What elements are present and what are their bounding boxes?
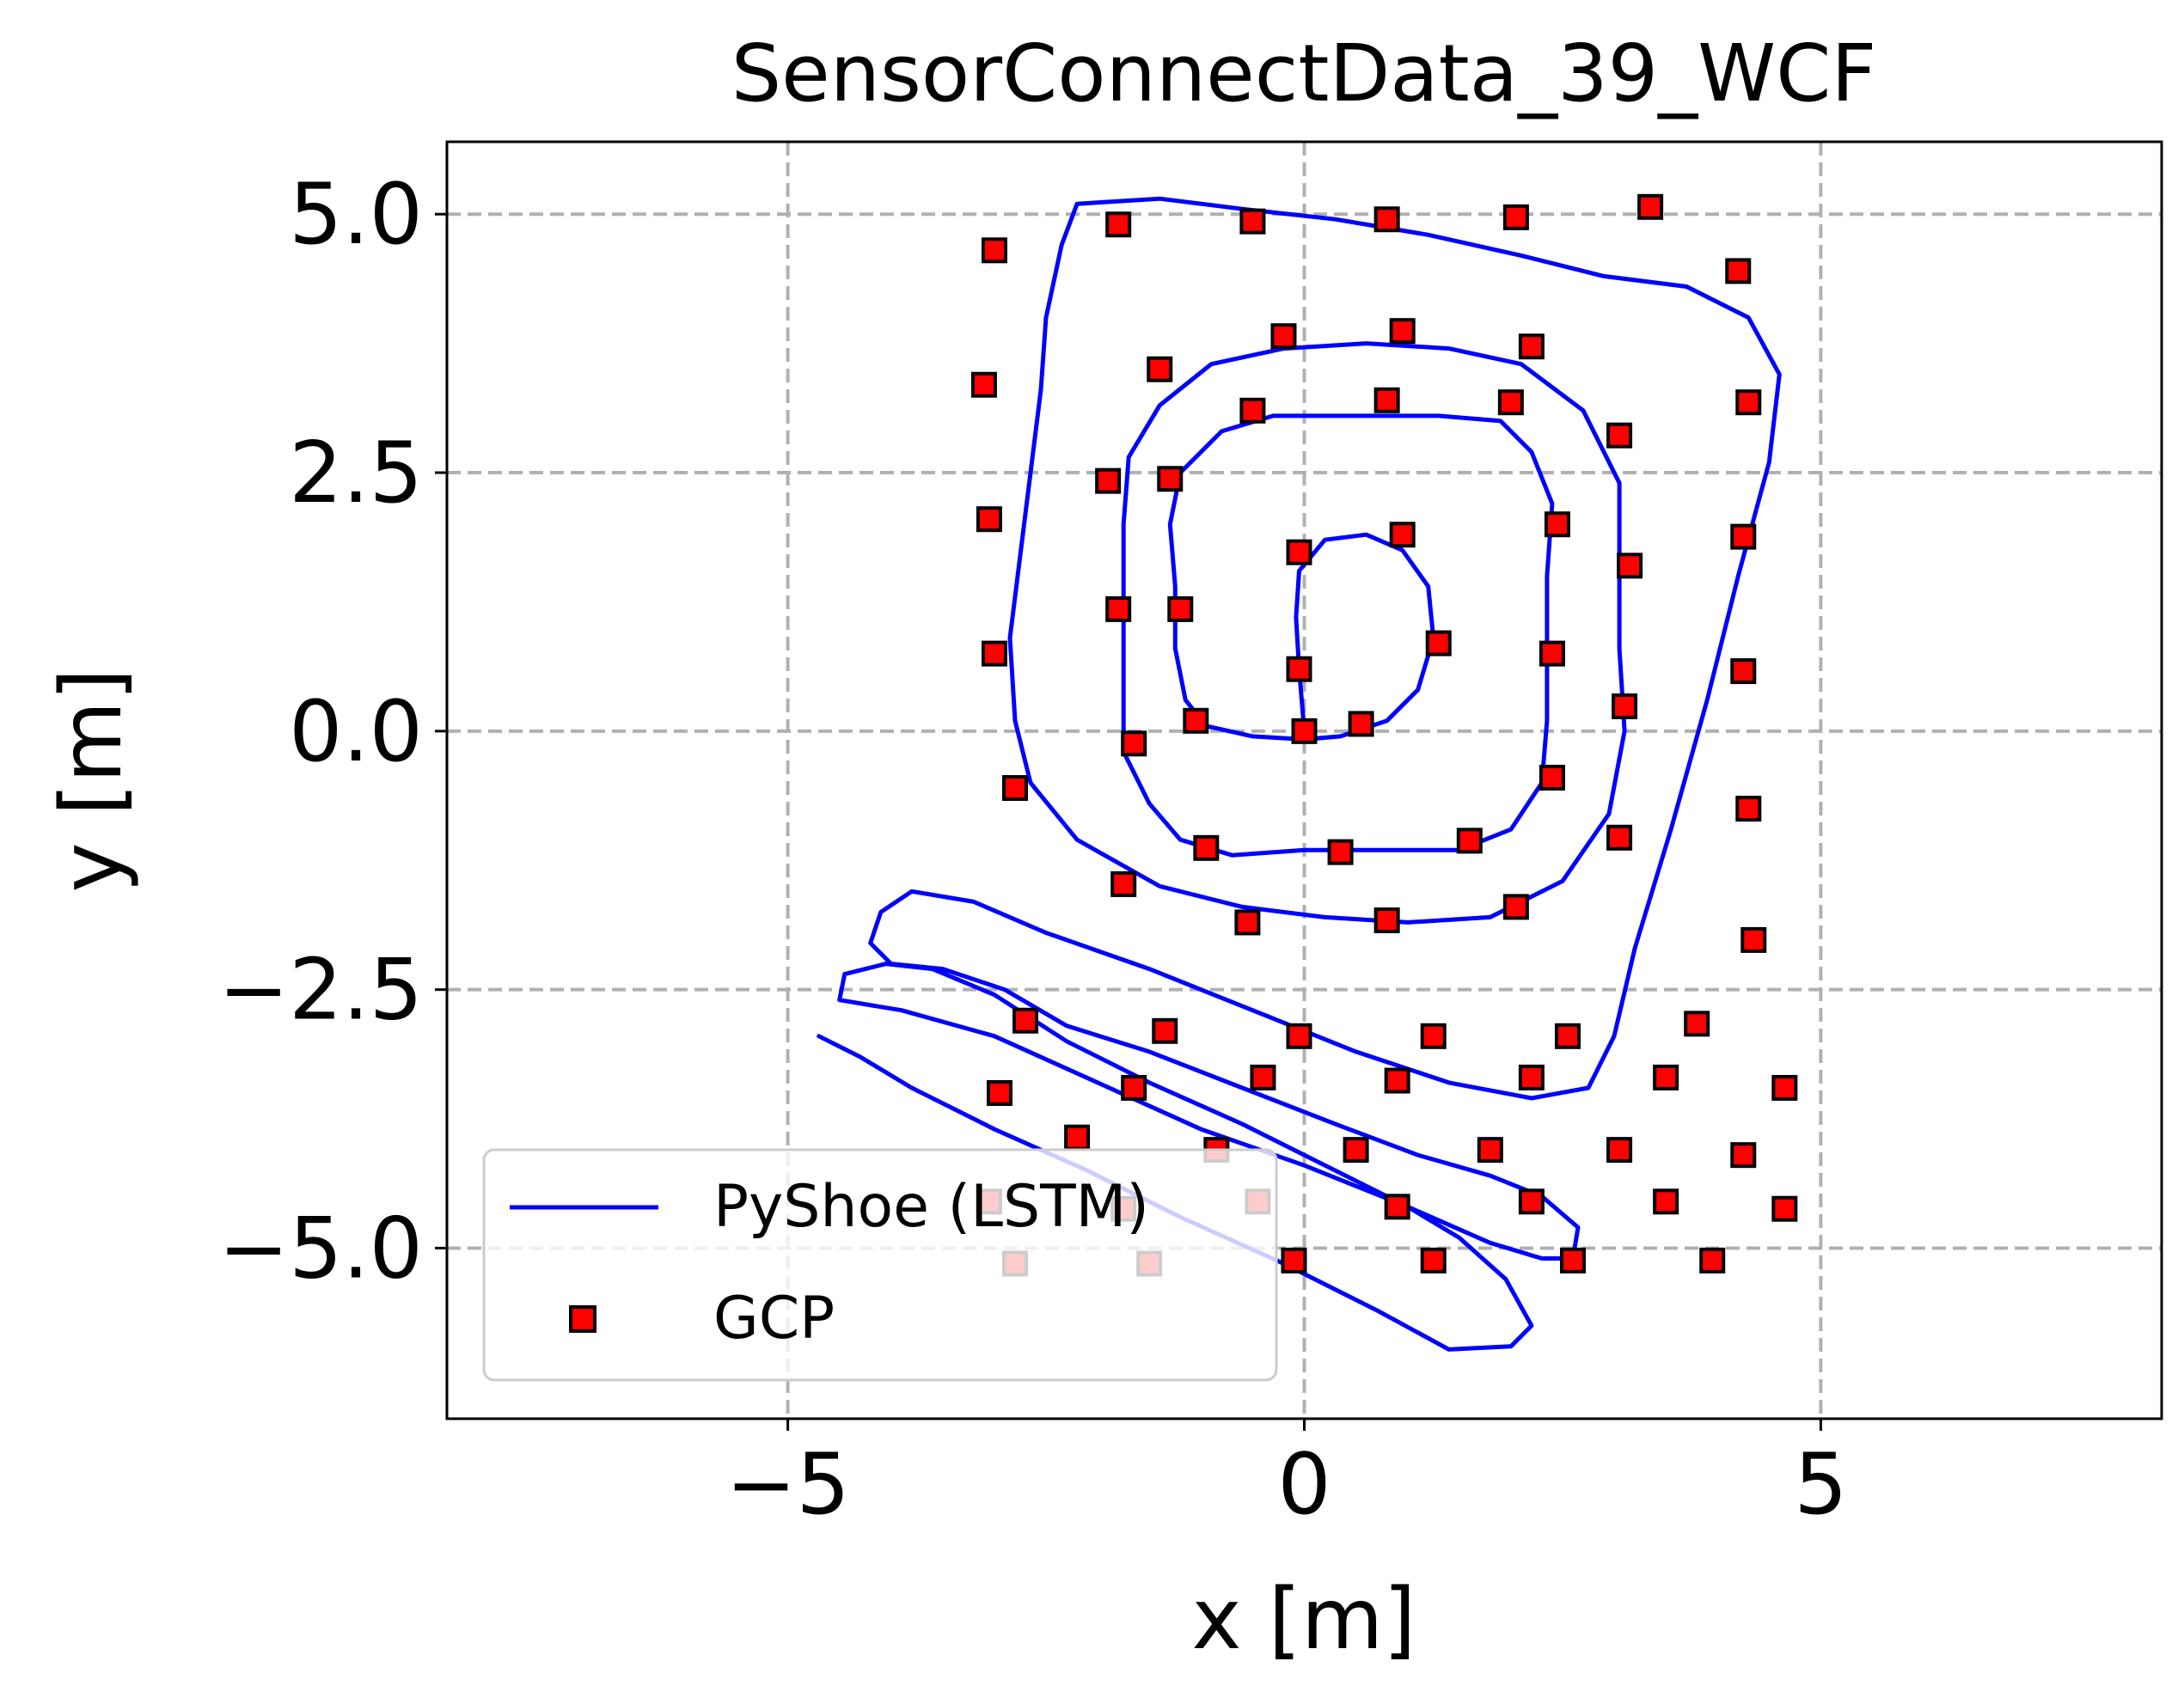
gcp-point (1735, 796, 1762, 822)
y-tick-label: 2.5 (289, 424, 423, 522)
gcp-point (1121, 1074, 1147, 1101)
y-tick-label: −2.5 (218, 942, 423, 1040)
gcp-point (1740, 926, 1767, 953)
x-tick-label: 0 (1277, 1436, 1331, 1534)
chart-title: SensorConnectData_39_WCF (731, 27, 1877, 119)
gcp-point (1637, 193, 1664, 220)
gcp-point (1612, 693, 1638, 719)
gcp-point (1653, 1064, 1679, 1090)
gcp-point (1373, 907, 1400, 934)
legend-box (482, 1148, 1278, 1382)
x-axis-ticks: −5 0 5 (725, 1419, 1848, 1534)
gcp-point (1477, 1137, 1503, 1163)
gcp-point (1771, 1074, 1798, 1101)
gcp-point (1373, 387, 1400, 413)
gcp-point (1539, 640, 1565, 667)
gcp-point (1183, 707, 1209, 734)
gcp-point (1384, 1194, 1410, 1220)
gcp-point (1384, 1067, 1410, 1094)
gcp-point (1730, 1142, 1757, 1169)
legend-label-pyshoe: PyShoe (LSTM) (713, 1173, 1149, 1241)
gcp-point (1239, 208, 1266, 235)
gcp-point (1373, 206, 1400, 233)
gcp-point (1420, 1023, 1447, 1049)
gcp-point (1193, 834, 1220, 861)
gcp-point (1539, 764, 1565, 791)
gcp-point (1001, 775, 1028, 802)
y-tick-label: −5.0 (218, 1200, 423, 1298)
gcp-point (1012, 1007, 1039, 1034)
series-gcp (970, 193, 1798, 1277)
gcp-point (1152, 1017, 1178, 1044)
gcp-point (976, 506, 1002, 533)
gcp-point (1554, 1023, 1581, 1049)
gcp-point (1497, 389, 1524, 416)
gcp-point (1147, 356, 1173, 382)
y-axis-ticks: −5.0 −2.5 0.0 2.5 5.0 (218, 166, 447, 1298)
gcp-point (1502, 894, 1529, 920)
y-axis-label: y [m] (43, 668, 141, 892)
y-tick-label: 0.0 (289, 683, 423, 781)
gcp-point (1771, 1195, 1798, 1222)
x-axis-label: x [m] (1191, 1571, 1416, 1669)
gcp-point (1502, 204, 1529, 230)
gcp-point (1250, 1064, 1276, 1090)
gcp-point (1389, 318, 1416, 345)
gcp-point (1653, 1188, 1679, 1215)
gcp-point (981, 237, 1007, 264)
gcp-point (970, 371, 997, 398)
gcp-point (1420, 1247, 1447, 1273)
gcp-point (1699, 1247, 1726, 1273)
legend-marker-swatch (569, 1305, 596, 1333)
gcp-point (1286, 656, 1312, 682)
gcp-point (1606, 1137, 1633, 1163)
gcp-point (981, 640, 1007, 667)
gcp-point (1606, 422, 1633, 449)
gcp-point (1559, 1247, 1586, 1273)
series-pyshoe-lstm (817, 196, 1782, 1352)
legend: PyShoe (LSTM) GCP (482, 1148, 1278, 1382)
gcp-point (1286, 1023, 1312, 1049)
gcp-point (1617, 553, 1643, 579)
gcp-point (1606, 824, 1633, 851)
gcp-point (1110, 870, 1137, 897)
y-tick-label: 5.0 (289, 166, 423, 264)
legend-label-gcp: GCP (713, 1285, 835, 1353)
gcp-point (1518, 333, 1545, 360)
gcp-point (1327, 839, 1354, 865)
gcp-point (1105, 211, 1132, 238)
gcp-point (1544, 511, 1570, 538)
pyshoe-trajectory-line (817, 196, 1782, 1352)
gcp-point (1286, 539, 1312, 565)
gcp-point (1725, 258, 1752, 284)
gcp-point (1518, 1064, 1545, 1090)
gcp-point (986, 1079, 1012, 1106)
gcp-point (1157, 466, 1184, 492)
gcp-point (1425, 630, 1452, 657)
gcp-point (1456, 828, 1483, 854)
gcp-point (1735, 389, 1762, 416)
gcp-point (1167, 595, 1194, 622)
gcp-point (1281, 1247, 1307, 1273)
x-tick-label: −5 (725, 1436, 849, 1534)
gcp-point (1234, 909, 1261, 936)
gcp-point (1730, 658, 1757, 685)
gcp-point (1730, 523, 1757, 550)
gcp-point (1291, 718, 1318, 744)
gcp-point (1518, 1188, 1545, 1215)
gcp-point (1270, 323, 1297, 350)
x-tick-label: 5 (1794, 1436, 1847, 1534)
gcp-point (1389, 522, 1416, 548)
gcp-point (1348, 711, 1374, 737)
gcp-point (1343, 1137, 1369, 1163)
gcp-point (1684, 1011, 1710, 1037)
gcp-point (1105, 595, 1132, 622)
gcp-point (1095, 467, 1122, 494)
gcp-point (1064, 1124, 1091, 1151)
gcp-point (1121, 730, 1147, 757)
gcp-point (1239, 397, 1266, 424)
